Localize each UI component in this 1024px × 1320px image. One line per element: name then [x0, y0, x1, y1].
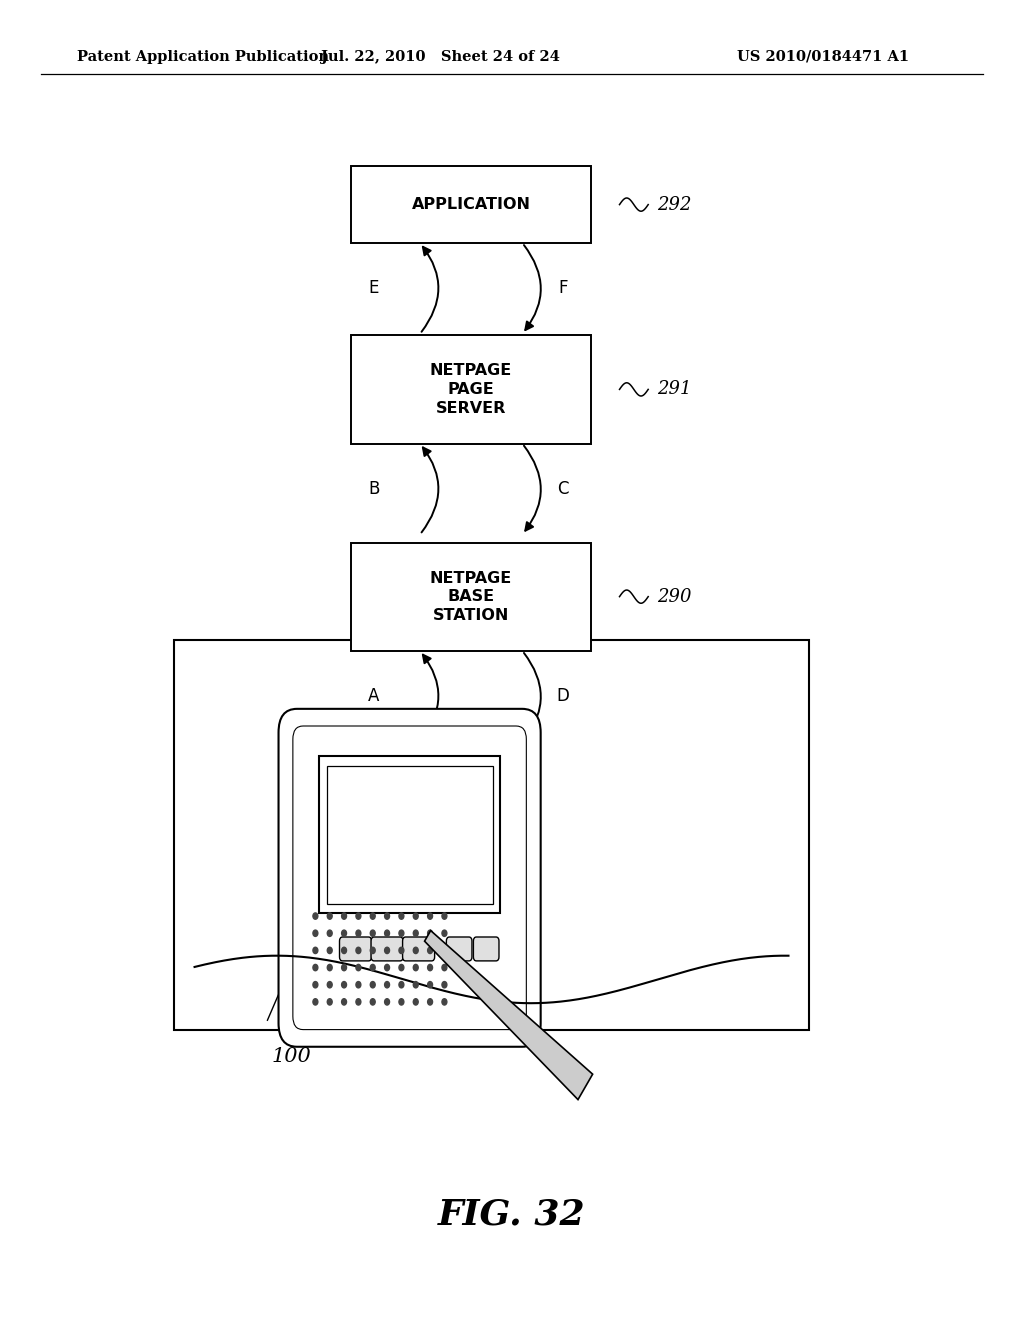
Circle shape — [328, 982, 332, 987]
Text: 100: 100 — [271, 1047, 311, 1065]
FancyArrowPatch shape — [524, 246, 541, 330]
Text: Jul. 22, 2010   Sheet 24 of 24: Jul. 22, 2010 Sheet 24 of 24 — [321, 50, 560, 63]
Circle shape — [356, 965, 360, 970]
Circle shape — [428, 965, 432, 970]
Circle shape — [371, 913, 375, 919]
FancyBboxPatch shape — [371, 937, 403, 961]
Text: US 2010/0184471 A1: US 2010/0184471 A1 — [737, 50, 909, 63]
Circle shape — [414, 982, 418, 987]
Circle shape — [342, 999, 346, 1005]
Circle shape — [442, 931, 446, 936]
Circle shape — [313, 948, 317, 953]
FancyBboxPatch shape — [350, 335, 592, 444]
FancyArrowPatch shape — [422, 447, 438, 532]
Circle shape — [414, 965, 418, 970]
Circle shape — [313, 931, 317, 936]
FancyBboxPatch shape — [340, 937, 372, 961]
Polygon shape — [425, 931, 593, 1100]
Circle shape — [371, 931, 375, 936]
Circle shape — [342, 982, 346, 987]
Circle shape — [385, 931, 389, 936]
Circle shape — [342, 948, 346, 953]
Circle shape — [414, 931, 418, 936]
Circle shape — [371, 982, 375, 987]
Circle shape — [385, 999, 389, 1005]
FancyBboxPatch shape — [350, 543, 592, 651]
Text: APPLICATION: APPLICATION — [412, 197, 530, 213]
Circle shape — [428, 948, 432, 953]
FancyArrowPatch shape — [524, 446, 541, 531]
Bar — [319, 756, 500, 913]
Circle shape — [414, 913, 418, 919]
Circle shape — [385, 948, 389, 953]
Circle shape — [399, 931, 403, 936]
Circle shape — [371, 948, 375, 953]
Circle shape — [328, 913, 332, 919]
Text: F: F — [558, 280, 568, 297]
FancyBboxPatch shape — [293, 726, 526, 1030]
Circle shape — [328, 931, 332, 936]
Circle shape — [313, 982, 317, 987]
Circle shape — [328, 965, 332, 970]
Circle shape — [356, 913, 360, 919]
Circle shape — [356, 931, 360, 936]
Circle shape — [385, 982, 389, 987]
Text: A: A — [368, 688, 380, 705]
Circle shape — [442, 999, 446, 1005]
FancyBboxPatch shape — [473, 937, 499, 961]
Circle shape — [428, 982, 432, 987]
FancyBboxPatch shape — [446, 937, 472, 961]
Bar — [174, 640, 809, 1030]
FancyArrowPatch shape — [524, 653, 541, 738]
FancyArrowPatch shape — [422, 655, 438, 739]
Text: NETPAGE
PAGE
SERVER: NETPAGE PAGE SERVER — [430, 363, 512, 416]
Circle shape — [328, 948, 332, 953]
Circle shape — [442, 965, 446, 970]
Circle shape — [313, 999, 317, 1005]
Circle shape — [414, 948, 418, 953]
Circle shape — [328, 999, 332, 1005]
Circle shape — [371, 999, 375, 1005]
Circle shape — [414, 999, 418, 1005]
Circle shape — [385, 965, 389, 970]
Circle shape — [385, 913, 389, 919]
Circle shape — [313, 965, 317, 970]
Circle shape — [356, 948, 360, 953]
Circle shape — [371, 965, 375, 970]
Text: B: B — [368, 480, 380, 498]
Text: E: E — [369, 280, 379, 297]
Circle shape — [442, 948, 446, 953]
Text: FIG. 32: FIG. 32 — [438, 1197, 586, 1232]
Circle shape — [342, 965, 346, 970]
Text: 292: 292 — [657, 195, 692, 214]
Text: NETPAGE
BASE
STATION: NETPAGE BASE STATION — [430, 570, 512, 623]
Text: C: C — [557, 480, 569, 498]
FancyArrowPatch shape — [422, 247, 438, 331]
Circle shape — [342, 913, 346, 919]
Circle shape — [399, 965, 403, 970]
FancyBboxPatch shape — [279, 709, 541, 1047]
Circle shape — [356, 982, 360, 987]
Circle shape — [399, 913, 403, 919]
Text: D: D — [557, 688, 569, 705]
Circle shape — [428, 999, 432, 1005]
Bar — [327, 766, 493, 904]
Circle shape — [399, 999, 403, 1005]
Text: Patent Application Publication: Patent Application Publication — [77, 50, 329, 63]
FancyBboxPatch shape — [402, 937, 434, 961]
Circle shape — [399, 982, 403, 987]
Text: 291: 291 — [657, 380, 692, 399]
Circle shape — [399, 948, 403, 953]
FancyBboxPatch shape — [350, 166, 592, 243]
Circle shape — [342, 931, 346, 936]
Text: 290: 290 — [657, 587, 692, 606]
Circle shape — [442, 913, 446, 919]
Circle shape — [428, 931, 432, 936]
Circle shape — [313, 913, 317, 919]
Circle shape — [356, 999, 360, 1005]
Circle shape — [428, 913, 432, 919]
Circle shape — [442, 982, 446, 987]
